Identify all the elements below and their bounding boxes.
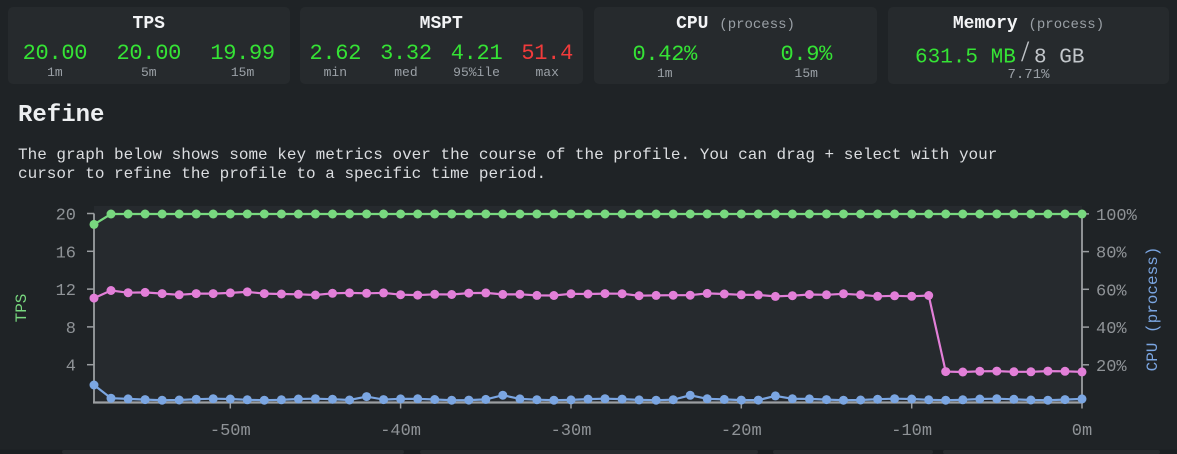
svg-text:-20m: -20m <box>721 422 762 441</box>
svg-text:TPS: TPS <box>13 294 31 323</box>
svg-text:60%: 60% <box>1096 282 1127 301</box>
svg-text:12: 12 <box>56 282 76 301</box>
svg-text:16: 16 <box>56 244 76 263</box>
svg-text:20: 20 <box>56 207 76 226</box>
svg-text:20%: 20% <box>1096 358 1127 377</box>
svg-text:-10m: -10m <box>891 422 932 441</box>
svg-text:0m: 0m <box>1072 422 1092 441</box>
svg-text:-30m: -30m <box>551 422 592 441</box>
svg-text:100%: 100% <box>1096 207 1138 226</box>
svg-text:-40m: -40m <box>380 422 421 441</box>
svg-text:40%: 40% <box>1096 320 1127 339</box>
svg-text:8: 8 <box>66 320 76 339</box>
svg-text:4: 4 <box>66 358 76 377</box>
svg-text:80%: 80% <box>1096 245 1127 264</box>
svg-text:-50m: -50m <box>210 422 251 441</box>
svg-text:CPU (process): CPU (process) <box>1144 247 1162 372</box>
